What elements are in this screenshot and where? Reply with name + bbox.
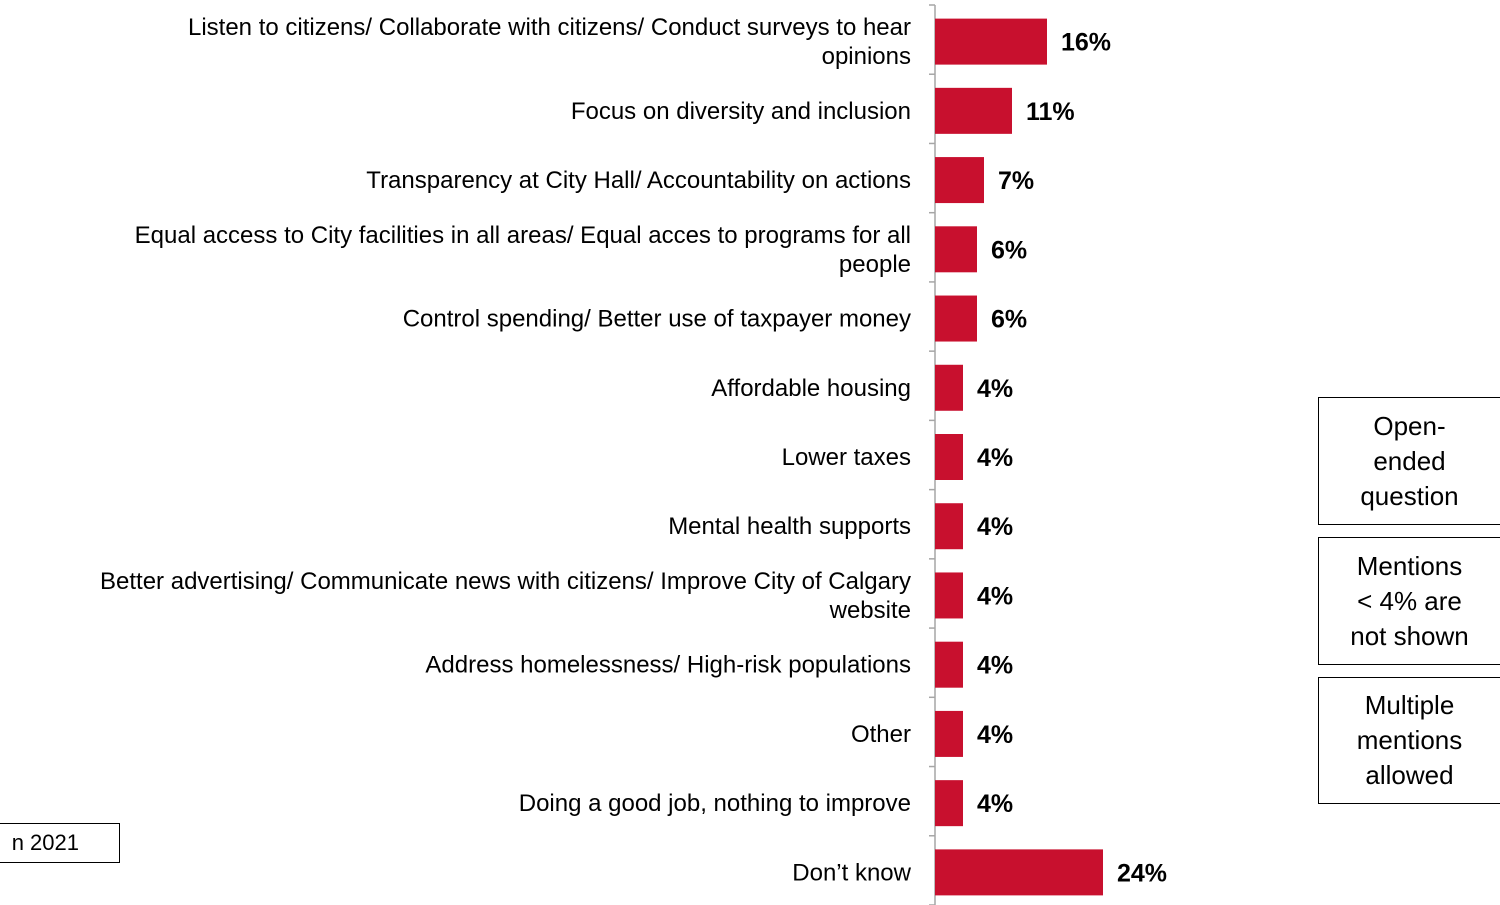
year-label: n 2021 — [11, 830, 79, 855]
bar — [935, 87, 1012, 134]
data-label: 24% — [1117, 859, 1167, 887]
data-label: 4% — [977, 721, 1013, 749]
note-threshold-text: Mentions < 4% are not shown — [1350, 550, 1469, 651]
category-label: Doing a good job, nothing to improve — [519, 790, 911, 817]
category-label: Address homelessness/ High-risk populati… — [425, 652, 911, 679]
bar — [935, 434, 963, 480]
note-mentions-threshold: Mentions < 4% are not shown — [1318, 537, 1500, 665]
bar — [935, 710, 963, 757]
data-label: 16% — [1061, 29, 1111, 57]
note-open-ended-question: Open- ended question — [1318, 397, 1500, 525]
note-multiple-text: Multiple mentions allowed — [1356, 690, 1463, 790]
data-label: 4% — [977, 375, 1013, 403]
bar — [935, 572, 963, 619]
category-label: Listen to citizens/ Collaborate with cit… — [188, 14, 911, 70]
bar — [935, 364, 963, 411]
data-label: 4% — [977, 582, 1013, 610]
bar — [935, 780, 963, 827]
category-label: Equal access to City facilities in all a… — [135, 222, 911, 278]
category-label: Transparency at City Hall/ Accountabilit… — [366, 167, 911, 194]
data-label: 4% — [977, 513, 1013, 541]
bar — [935, 18, 1047, 65]
bar — [935, 641, 963, 688]
note-multiple-mentions: Multiple mentions allowed — [1318, 677, 1500, 804]
note-open-ended-text: Open- ended question — [1360, 410, 1459, 511]
bar — [935, 295, 977, 342]
data-label: 11% — [1026, 98, 1075, 126]
category-label: Lower taxes — [782, 444, 911, 471]
category-label: Affordable housing — [711, 375, 911, 402]
category-label: Better advertising/ Communicate news wit… — [100, 568, 911, 624]
bar — [935, 157, 984, 204]
bar — [935, 226, 977, 273]
category-label: Control spending/ Better use of taxpayer… — [403, 306, 911, 333]
data-label: 4% — [977, 652, 1013, 680]
bar — [935, 849, 1103, 896]
category-label: Focus on diversity and inclusion — [571, 98, 911, 125]
category-label: Other — [851, 721, 911, 748]
data-label: 6% — [991, 306, 1027, 334]
data-label: 7% — [998, 167, 1034, 195]
data-label: 6% — [991, 236, 1027, 264]
category-label: Don’t know — [792, 859, 911, 886]
year-label-box: n 2021 — [0, 823, 120, 863]
data-label: 4% — [977, 790, 1013, 818]
data-label: 4% — [977, 444, 1013, 472]
category-label: Mental health supports — [668, 513, 911, 540]
bar — [935, 503, 963, 550]
